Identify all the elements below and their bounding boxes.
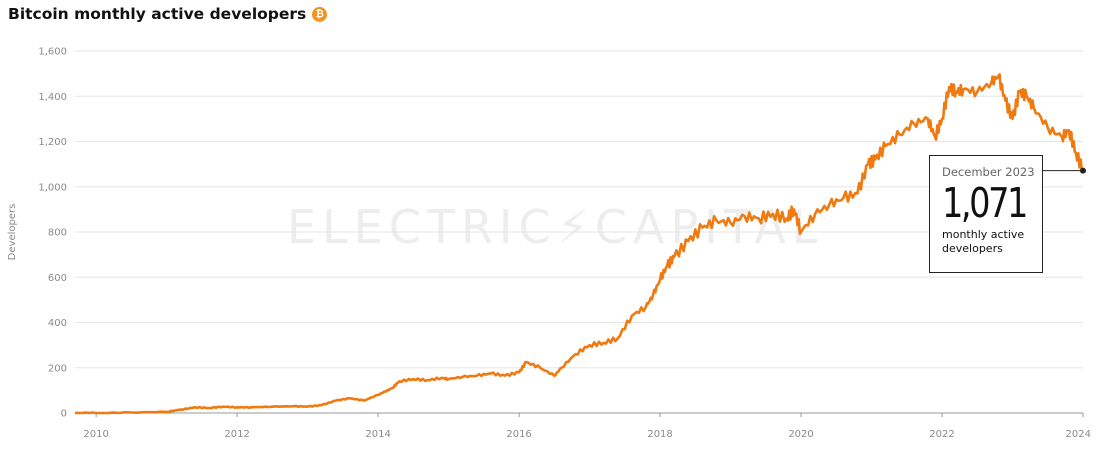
callout-point [1080,167,1086,174]
x-tick-label: 2012 [224,429,249,440]
y-tick-label: 1,000 [38,182,67,193]
y-tick-label: 600 [48,273,67,284]
bitcoin-icon: ₿ [312,6,328,22]
y-tick-label: 1,400 [38,92,67,103]
watermark: ELECTRIC⚡CAPITAL [287,200,824,254]
chart-title-text: Bitcoin monthly active developers [8,5,307,23]
x-tick-label: 2024 [1066,429,1091,440]
x-tick-label: 2020 [788,429,813,440]
callout-unit: monthly active developers [942,228,1025,255]
y-tick-label: 800 [48,228,67,239]
y-tick-label: 0 [61,409,67,420]
callout-box: December 2023 1,071 monthly active devel… [929,155,1043,273]
series-line [74,73,1085,415]
x-tick-label: 2016 [506,429,531,440]
series [74,73,1085,415]
y-tick-label: 200 [48,363,67,374]
x-tick-label: 2010 [83,429,108,440]
x-tick-label: 2014 [365,429,390,440]
callout-date: December 2023 [942,165,1035,179]
chart-title: Bitcoin monthly active developers ₿ [8,5,328,23]
grid-lines [75,50,1083,414]
x-tick-label: 2018 [647,429,672,440]
y-axis-label: Developers [7,204,18,261]
y-tick-label: 400 [48,318,67,329]
y-tick-label: 1,600 [38,47,67,58]
y-tick-labels: 0 200 400 600 800 1,000 1,200 1,400 1,600 [38,47,67,420]
x-tick-labels: 2010 2012 2014 2016 2018 2020 2022 2024 [83,413,1091,440]
y-tick-label: 1,200 [38,137,67,148]
callout-value: 1,071 [942,179,1028,227]
x-tick-label: 2022 [929,429,954,440]
